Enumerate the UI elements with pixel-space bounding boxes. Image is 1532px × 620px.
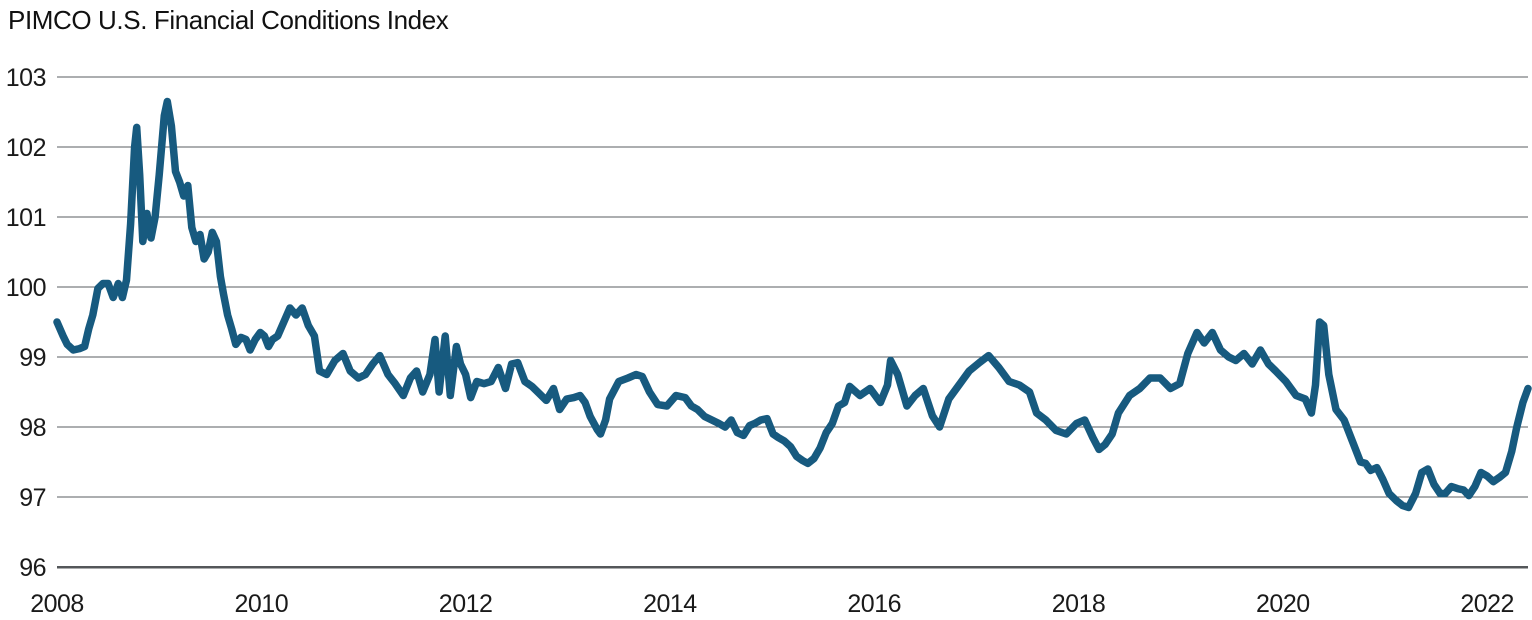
chart-title: PIMCO U.S. Financial Conditions Index bbox=[8, 5, 449, 35]
y-tick-label: 100 bbox=[6, 274, 46, 302]
x-tick-label: 2010 bbox=[234, 590, 288, 618]
y-tick-label: 96 bbox=[19, 554, 46, 582]
x-tick-label: 2018 bbox=[1052, 590, 1106, 618]
y-tick-label: 97 bbox=[19, 484, 46, 512]
y-tick-label: 102 bbox=[6, 134, 46, 162]
y-tick-label: 103 bbox=[6, 64, 46, 92]
x-tick-label: 2022 bbox=[1460, 590, 1514, 618]
x-tick-label: 2020 bbox=[1256, 590, 1310, 618]
x-tick-label: 2008 bbox=[30, 590, 84, 618]
fci-line bbox=[53, 97, 1532, 512]
x-tick-label: 2014 bbox=[643, 590, 697, 618]
x-tick-label: 2012 bbox=[439, 590, 493, 618]
y-tick-label: 99 bbox=[19, 344, 46, 372]
x-tick-label: 2016 bbox=[847, 590, 901, 618]
y-tick-label: 98 bbox=[19, 414, 46, 442]
y-tick-label: 101 bbox=[6, 204, 46, 232]
